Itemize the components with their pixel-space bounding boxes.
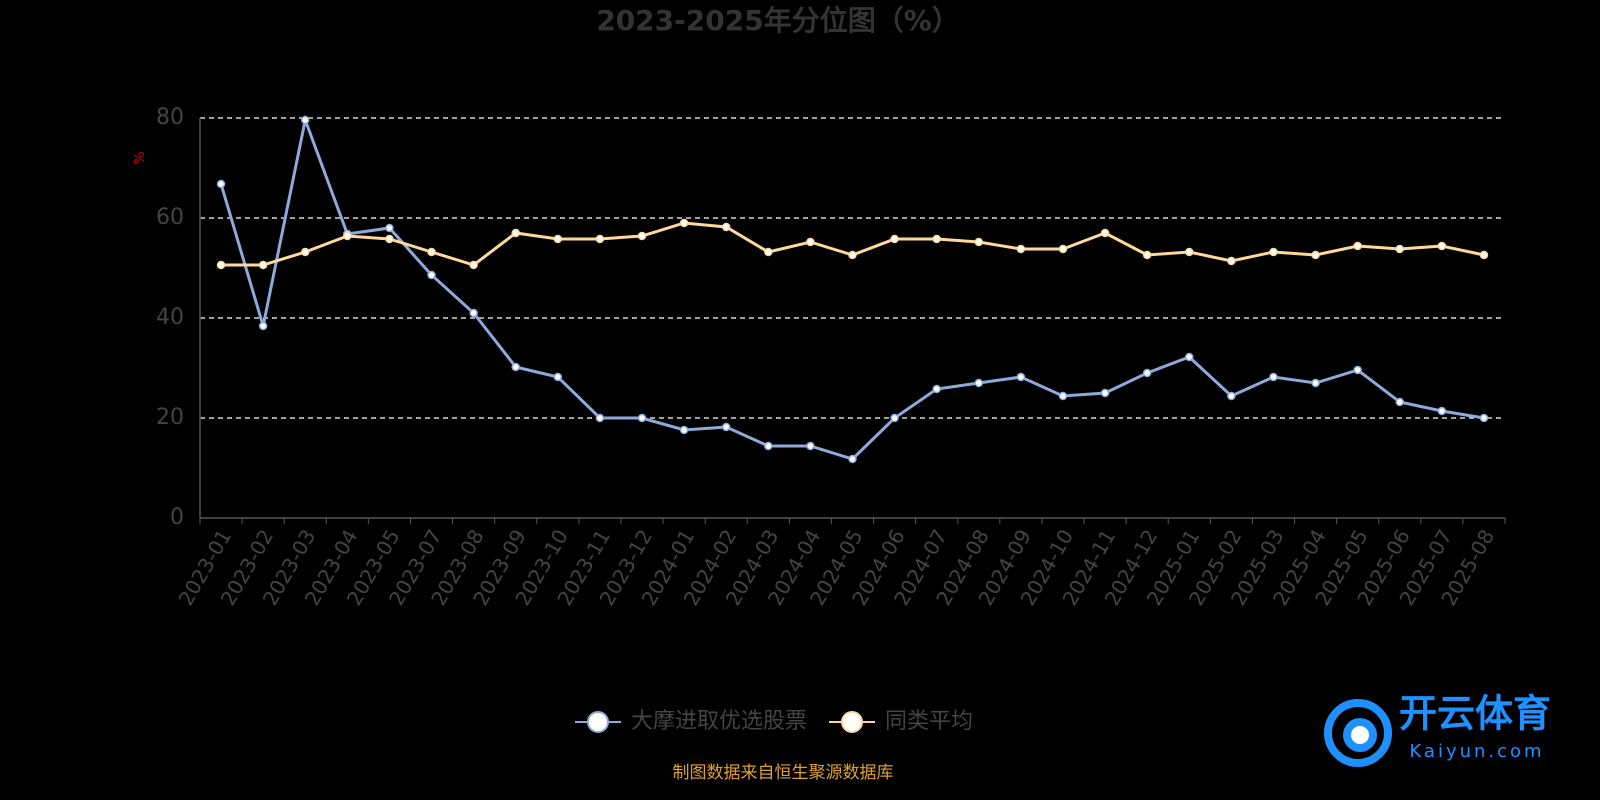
data-point [1058, 391, 1068, 401]
data-point [764, 441, 773, 451]
data-point [1395, 244, 1405, 254]
data-point [469, 308, 478, 318]
watermark-logo [1324, 699, 1392, 767]
data-point [721, 222, 731, 232]
data-point [511, 228, 520, 238]
y-tick-label: 80 [156, 105, 184, 130]
data-point [932, 234, 941, 244]
data-point [300, 115, 310, 125]
data-point [1437, 406, 1447, 416]
data-point [1353, 365, 1362, 375]
data-point [806, 441, 815, 451]
data-point [637, 231, 647, 241]
data-point [1479, 250, 1489, 260]
data-point [553, 372, 563, 382]
data-point [216, 260, 226, 270]
data-point [974, 378, 984, 388]
chart-title: 2023-2025年分位图（%） [596, 4, 960, 37]
data-point [1016, 372, 1026, 382]
data-point [469, 260, 478, 270]
data-point [679, 425, 689, 435]
series-line [219, 114, 1485, 461]
data-point [1479, 413, 1489, 423]
data-point [1269, 247, 1278, 257]
data-point [595, 234, 605, 244]
watermark-url: Kaiyun.com [1409, 741, 1544, 762]
data-point [1227, 256, 1236, 266]
data-point [1100, 388, 1110, 398]
data-point [721, 422, 731, 432]
data-point [890, 413, 899, 423]
data-point [1185, 352, 1194, 362]
y-axis-label: % [132, 151, 148, 164]
data-point [679, 218, 689, 228]
data-point [343, 231, 352, 241]
y-tick-label: 40 [156, 305, 184, 330]
data-point [427, 270, 436, 280]
data-point [848, 250, 857, 260]
data-point [300, 247, 310, 257]
data-point [258, 260, 268, 270]
legend-marker [841, 711, 864, 733]
data-point [511, 362, 520, 372]
data-point [1311, 250, 1320, 260]
data-point [1142, 368, 1152, 378]
data-point [1353, 241, 1362, 251]
data-point [385, 223, 394, 233]
watermark-name: 开云体育 [1399, 692, 1551, 736]
data-point [1227, 391, 1236, 401]
legend-label: 同类平均 [885, 709, 973, 734]
data-point [637, 413, 647, 423]
data-point [848, 454, 857, 464]
data-point [1269, 372, 1278, 382]
legend-label: 大摩进取优选股票 [631, 709, 807, 734]
data-point [974, 237, 984, 247]
data-point [553, 234, 563, 244]
y-tick-label: 0 [170, 505, 184, 530]
data-point [1100, 228, 1110, 238]
data-point [1395, 397, 1405, 407]
data-point [764, 247, 773, 257]
data-point [1437, 241, 1447, 251]
legend-marker [587, 711, 609, 733]
data-point [806, 237, 815, 247]
data-point [1142, 250, 1152, 260]
y-tick-label: 20 [156, 405, 184, 430]
data-point [427, 247, 436, 257]
data-point [258, 321, 268, 331]
data-point [385, 234, 394, 244]
data-point [1016, 244, 1026, 254]
data-point [932, 384, 941, 394]
y-tick-label: 60 [156, 205, 184, 230]
data-point [216, 179, 226, 189]
data-point [1185, 247, 1194, 257]
data-point [1311, 378, 1320, 388]
data-point [890, 234, 899, 244]
data-point [1058, 244, 1068, 254]
source-note: 制图数据来自恒生聚源数据库 [673, 763, 894, 783]
data-point [595, 413, 605, 423]
